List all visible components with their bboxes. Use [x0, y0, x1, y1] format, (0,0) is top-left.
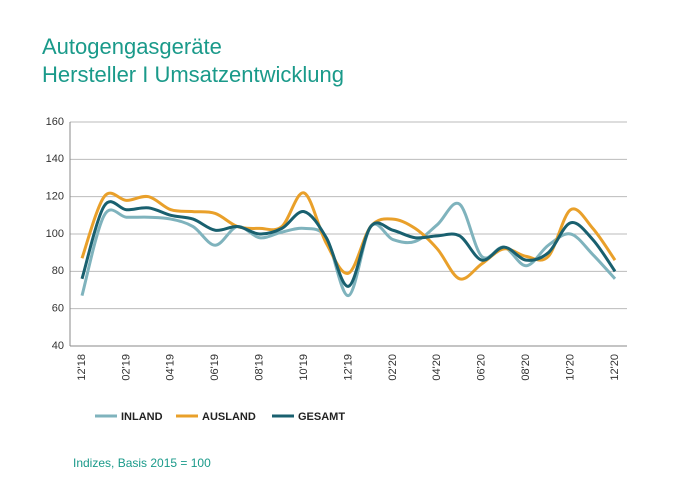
legend-label: INLAND	[121, 411, 163, 423]
y-tick-label: 80	[52, 265, 64, 277]
y-tick-label: 100	[46, 228, 64, 240]
series-line	[80, 191, 617, 281]
y-tick-label: 140	[46, 153, 64, 165]
chart-title: Autogengasgeräte	[42, 34, 222, 59]
x-tick-label: 06'20	[476, 354, 488, 381]
legend-label: AUSLAND	[202, 411, 256, 423]
legend-label: GESAMT	[298, 411, 345, 423]
y-tick-label: 40	[52, 340, 64, 352]
x-tick-label: 08'20	[520, 354, 532, 381]
x-tick-label: 12'18	[76, 354, 88, 381]
x-tick-label: 02'20	[387, 354, 399, 381]
x-tick-label: 10'20	[564, 354, 576, 381]
y-tick-label: 60	[52, 303, 64, 315]
y-tick-label: 160	[46, 116, 64, 128]
y-tick-label: 120	[46, 191, 64, 203]
series-line	[80, 201, 617, 298]
x-tick-label: 12'19	[342, 354, 354, 381]
x-tick-label: 12'20	[609, 354, 621, 381]
series-line	[80, 200, 617, 288]
note: Indizes, Basis 2015 = 100	[73, 456, 211, 470]
x-tick-label: 04'19	[165, 354, 177, 381]
x-tick-label: 08'19	[254, 354, 266, 381]
x-tick-label: 10'19	[298, 354, 310, 381]
x-tick-label: 06'19	[209, 354, 221, 381]
x-tick-label: 04'20	[431, 354, 443, 381]
chart-subtitle: Hersteller I Umsatzentwicklung	[42, 62, 344, 87]
x-tick-label: 02'19	[120, 354, 132, 381]
